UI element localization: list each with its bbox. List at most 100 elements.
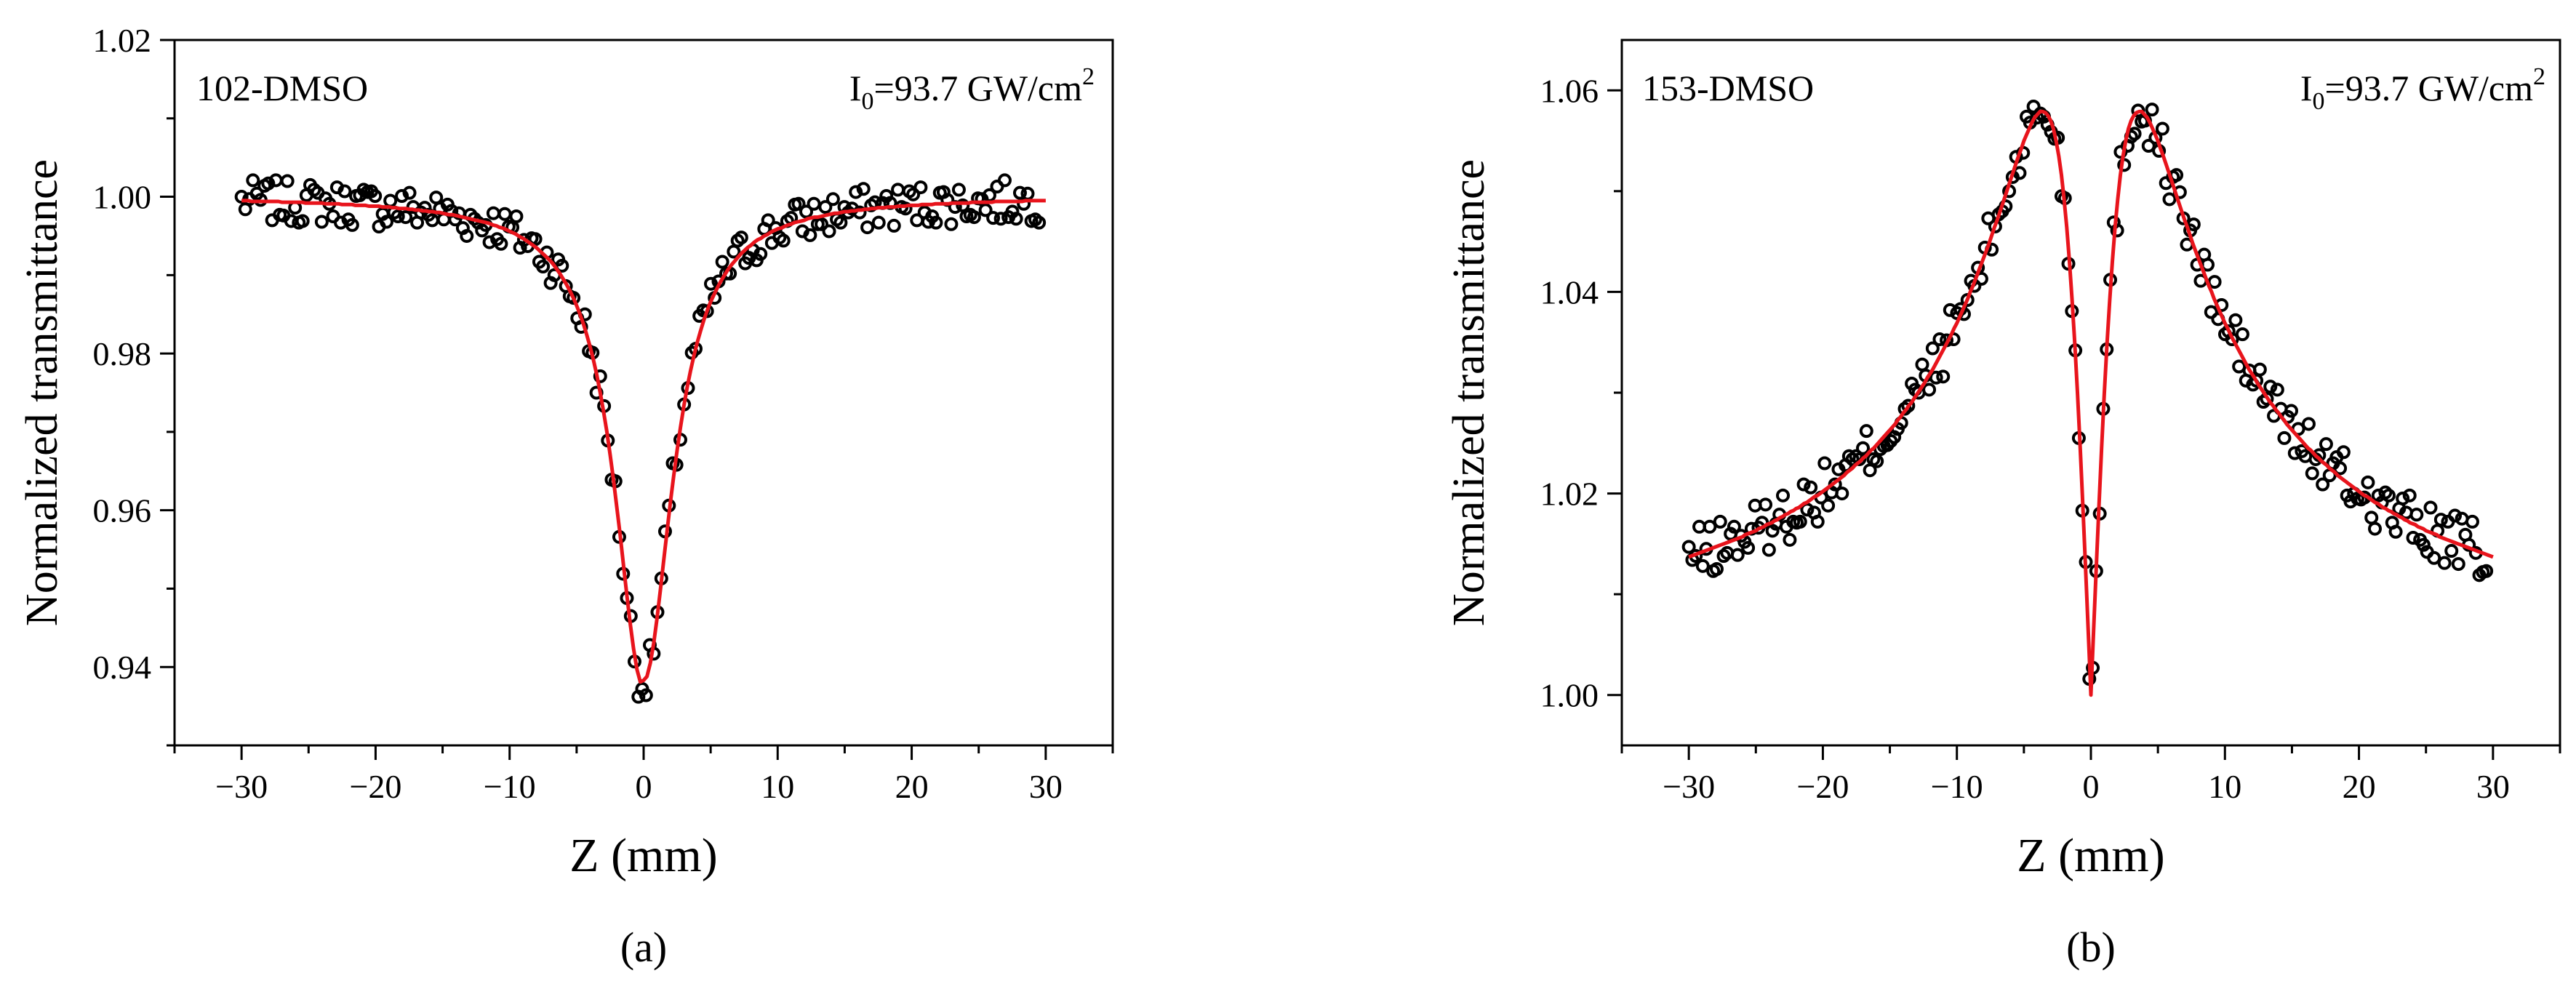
- y-tick-label: 0.98: [93, 335, 152, 372]
- sample-label-b: 153-DMSO: [1642, 68, 1814, 108]
- data-point: [337, 184, 352, 199]
- intensity-label-b: I0=93.7 GW/cm2: [2300, 63, 2545, 115]
- data-point: [2277, 431, 2292, 445]
- data-point: [1032, 215, 1047, 230]
- data-point: [2305, 466, 2319, 481]
- x-tick-label: 10: [761, 768, 794, 805]
- data-point: [825, 192, 840, 207]
- data-point: [2270, 383, 2284, 397]
- data-point: [1759, 497, 1773, 512]
- data-point: [2361, 475, 2375, 489]
- data-point: [791, 196, 806, 211]
- data-point: [2110, 223, 2124, 238]
- data-point: [871, 215, 886, 230]
- data-point: [402, 185, 417, 200]
- data-point: [2319, 437, 2333, 452]
- data-points-b: [1681, 99, 2494, 686]
- data-point: [2316, 477, 2330, 492]
- data-point: [700, 304, 714, 319]
- data-point: [2162, 192, 2177, 207]
- data-point: [993, 212, 1008, 226]
- data-point: [1765, 524, 1780, 538]
- data-point: [395, 188, 409, 203]
- data-point: [2423, 500, 2438, 515]
- data-point: [555, 258, 569, 273]
- data-point: [967, 210, 981, 225]
- ticklabels-a: −30 −20 −10 0 10 20 30 0.94 0.96 0.98 1.00 1.02: [93, 22, 1063, 805]
- data-point: [978, 203, 993, 217]
- y-tick-label: 1.06: [1540, 72, 1599, 109]
- data-point: [2186, 217, 2201, 232]
- data-point: [1776, 488, 1791, 502]
- data-point: [1932, 332, 1947, 347]
- data-point: [913, 180, 928, 195]
- x-tick-label: 0: [636, 768, 652, 805]
- data-point: [2451, 557, 2465, 572]
- data-point: [567, 291, 581, 305]
- x-axis-title-b: Z (mm): [2017, 829, 2164, 882]
- data-point: [345, 217, 359, 232]
- data-point: [887, 218, 901, 233]
- data-point: [2141, 139, 2156, 153]
- data-point: [2409, 508, 2424, 522]
- sample-label-a: 102-DMSO: [196, 68, 368, 108]
- y-tick-label: 1.04: [1540, 273, 1599, 311]
- data-point: [704, 276, 719, 291]
- data-point: [261, 176, 276, 191]
- x-tick-label: −30: [215, 768, 268, 805]
- x-tick-label: 10: [2208, 768, 2241, 805]
- data-point: [2396, 492, 2410, 505]
- data-point: [818, 200, 833, 215]
- data-point: [2433, 513, 2448, 527]
- data-point: [860, 220, 875, 235]
- data-point: [799, 204, 814, 219]
- data-point: [776, 233, 791, 248]
- data-point: [399, 210, 413, 225]
- data-point: [898, 201, 913, 216]
- data-point: [856, 182, 871, 196]
- x-tick-label: −20: [349, 768, 401, 805]
- data-point: [380, 215, 394, 229]
- fit-line-b: [1688, 109, 2494, 697]
- ticks-b: [1607, 89, 2561, 760]
- data-point: [2260, 391, 2274, 406]
- data-point: [1796, 477, 1811, 492]
- data-point: [2263, 380, 2278, 394]
- data-point: [929, 215, 943, 230]
- data-point: [951, 183, 966, 197]
- data-point: [1925, 341, 1940, 356]
- data-point: [2388, 524, 2403, 539]
- data-point: [822, 224, 836, 239]
- data-point: [1901, 399, 1916, 413]
- data-point: [494, 236, 508, 251]
- y-tick-label: 1.02: [93, 22, 152, 59]
- data-point: [391, 209, 405, 223]
- data-point: [2465, 514, 2479, 529]
- data-point: [753, 247, 768, 261]
- data-point: [833, 215, 848, 230]
- data-point: [2155, 121, 2169, 136]
- data-point: [280, 174, 295, 188]
- x-tick-label: 20: [895, 768, 929, 805]
- data-point: [849, 185, 863, 199]
- data-point: [528, 232, 543, 247]
- intensity-label-a: I0=93.7 GW/cm2: [849, 63, 1095, 115]
- data-point: [1681, 540, 1696, 554]
- y-tick-label: 0.94: [93, 649, 152, 686]
- data-point: [761, 213, 775, 228]
- data-point: [2427, 550, 2441, 565]
- x-tick-label: −10: [1931, 768, 1983, 805]
- ticks-a: [160, 39, 1114, 760]
- fit-line-a: [241, 199, 1046, 684]
- y-tick-label: 1.02: [1540, 476, 1599, 513]
- data-point: [2204, 305, 2218, 319]
- panel-a: −30 −20 −10 0 10 20 30 0.94 0.96 0.98 1.00 1.02 102…: [17, 22, 1114, 971]
- data-point: [986, 211, 1001, 225]
- data-point: [314, 215, 329, 229]
- data-point: [1856, 441, 1871, 455]
- data-point: [1922, 383, 1937, 397]
- data-point: [1783, 532, 1797, 547]
- y-tick-label: 0.96: [93, 492, 152, 529]
- data-point: [1929, 370, 1943, 385]
